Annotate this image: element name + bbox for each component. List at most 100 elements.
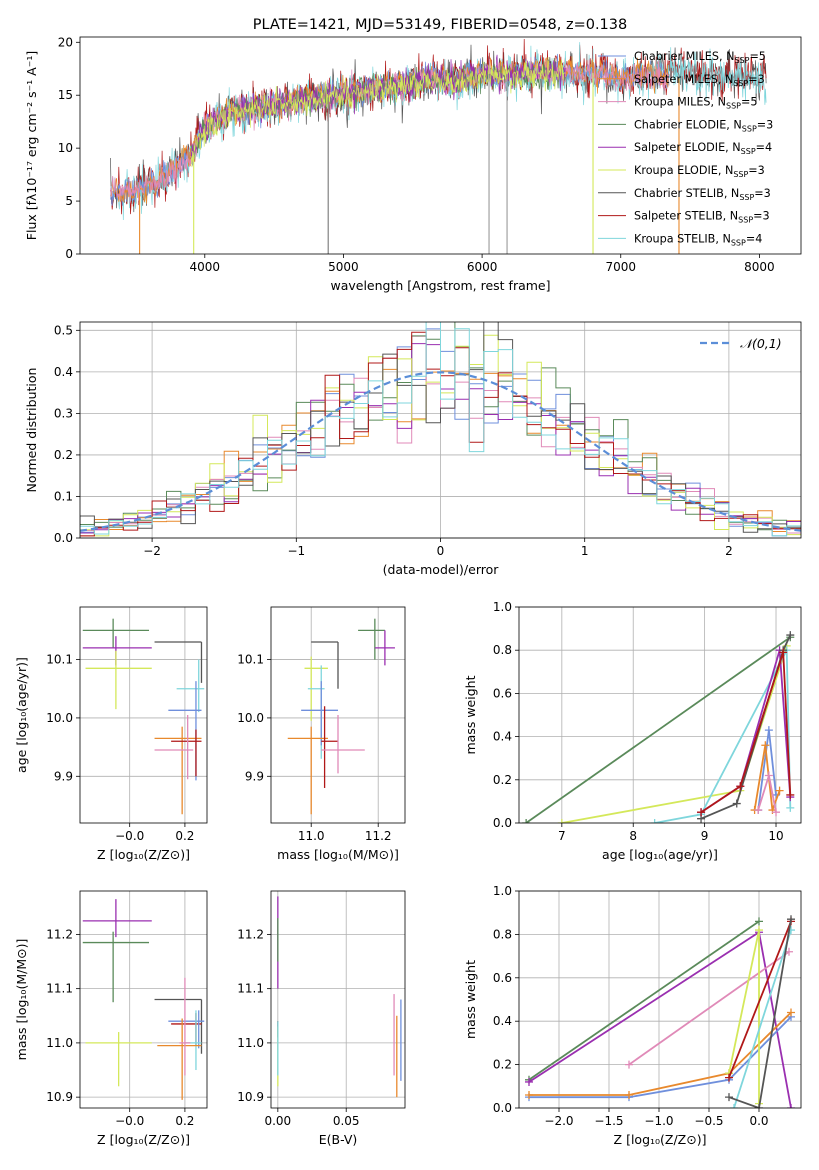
age_vs_Z-xlabel: Z [log₁₀(Z/Z⊙)] <box>97 847 190 862</box>
residuals-xtick-label: 2 <box>725 544 733 558</box>
legend-label: Kroupa STELIB, NSSP=4 <box>634 232 762 247</box>
spectrum-legend: Chabrier MILES, NSSP=5 Salpeter MILES, NS… <box>598 50 773 247</box>
mass_vs_Z-spines <box>79 890 208 1109</box>
weight_vs_age-marker <box>697 808 706 817</box>
residuals-xtick-label: 0 <box>437 544 445 558</box>
weight_vs_age-marker <box>736 782 745 791</box>
weight_vs_age-marker <box>754 806 763 815</box>
weight_vs_Z-series-6 <box>733 929 792 1108</box>
legend-value: =4 <box>746 232 763 245</box>
age_vs_Z-grid <box>80 607 207 823</box>
mass_vs_ebv-ytick-label: 11.1 <box>237 982 264 996</box>
legend-label: Salpeter STELIB, NSSP=3 <box>634 210 770 225</box>
legend-value: =3 <box>754 187 771 200</box>
mass_vs_Z-point <box>154 998 203 1054</box>
mass_vs_ebv-plot <box>277 896 402 1098</box>
weight_vs_Z-plot <box>525 915 795 1108</box>
mass_vs_Z-point <box>82 899 152 938</box>
legend-subscript: SSP <box>734 56 749 65</box>
weight_vs_Z-xtick-label: −0.5 <box>694 1114 723 1128</box>
mass_vs_Z-xlabel: Z [log₁₀(Z/Z⊙)] <box>97 1132 190 1147</box>
legend-value: =3 <box>753 210 770 223</box>
mass_vs_Z-ylabel: mass [log₁₀(M/M⊙)] <box>14 939 29 1061</box>
legend-subscript: SSP <box>738 216 753 225</box>
weight_vs_age-series-2 <box>654 649 792 823</box>
figure-title: PLATE=1421, MJD=53149, FIBERID=0548, z=0… <box>253 17 627 33</box>
residuals-ytick-label: 0.1 <box>54 489 73 503</box>
legend-subscript: SSP <box>731 238 746 247</box>
legend-label: Kroupa ELODIE, NSSP=3 <box>634 164 765 179</box>
legend-subscript: SSP <box>733 170 748 179</box>
mass_vs_ebv-grid <box>271 891 405 1108</box>
spectrum-ytick-label: 10 <box>58 141 73 155</box>
weight_vs_Z-xtick-label: −1.0 <box>644 1114 673 1128</box>
residuals-ytick-label: 0.4 <box>54 365 73 379</box>
age_vs_mass-point <box>307 665 325 759</box>
age_vs_mass-point <box>311 641 339 689</box>
weight_vs_age-ytick-label: 0.2 <box>493 773 512 787</box>
age_vs_Z-frame: −0.0 0.2 9.9 10.0 10.1 Z [log₁₀(Z/Z⊙)] age [lo… <box>14 606 208 862</box>
weight_vs_Z-marker <box>625 1090 633 1099</box>
age_vs_Z-xtick-label: 0.2 <box>175 829 194 843</box>
weight_vs_Z-marker <box>625 1060 633 1069</box>
spectrum-plot <box>110 38 767 254</box>
age_vs_mass-point <box>321 706 338 788</box>
weight_vs_Z-marker <box>525 1077 533 1086</box>
residuals-spines <box>79 321 802 539</box>
mass_vs_Z-xtick-label: 0.2 <box>175 1114 194 1128</box>
weight_vs_Z-ytick-label: 0.8 <box>493 927 512 941</box>
weight_vs_age-ytick-label: 1.0 <box>493 600 512 614</box>
spectrum-series-5 <box>190 56 566 168</box>
weight_vs_Z-ylabel: mass weight <box>463 960 478 1039</box>
age_vs_Z-point <box>154 726 202 815</box>
residuals-ytick-label: 0.0 <box>54 531 73 545</box>
age_vs_mass-ytick-label: 9.9 <box>245 769 264 783</box>
weight_vs_Z-series-2 <box>529 1016 792 1099</box>
legend-subscript: SSP <box>739 193 754 202</box>
weight_vs_Z-marker <box>725 1073 733 1082</box>
weight_vs_age-marker <box>650 819 659 823</box>
weight_vs_age-ytick-label: 0.0 <box>493 816 512 830</box>
weight_vs_age-series-0 <box>525 636 791 823</box>
weight_vs_Z-ytick-label: 0.6 <box>493 971 512 985</box>
mass_vs_Z-ytick-label: 11.0 <box>46 1036 73 1050</box>
age_vs_mass-xtick-label: 11.2 <box>365 829 392 843</box>
residuals-xtick-label: −1 <box>287 544 305 558</box>
age_vs_Z-point <box>82 636 152 666</box>
age_vs_Z-spines <box>79 606 208 824</box>
weight_vs_Z-marker <box>755 926 763 935</box>
age_vs_mass-point <box>287 726 328 815</box>
legend-subscript: SSP <box>742 124 757 133</box>
mass_vs_Z-point <box>85 1032 152 1087</box>
age_vs_mass-point <box>358 618 385 660</box>
legend-value: =5 <box>741 96 758 109</box>
residuals-legend: 𝒩(0,1) <box>700 336 782 351</box>
weight_vs_Z-series-4 <box>628 951 790 1066</box>
mass_vs_Z-ytick-label: 10.9 <box>46 1090 73 1104</box>
age_vs_Z-ytick-label: 10.0 <box>46 711 73 725</box>
mass_vs_Z-axes: −0.0 0.2 10.9 11.0 11.1 11.2 Z [log₁₀(Z/Z⊙)] ma… <box>14 890 208 1147</box>
spectrum-frame: 4000 5000 6000 7000 8000 0 5 10 15 20 wavelength [… <box>24 35 802 293</box>
weight_vs_Z-marker <box>755 1104 763 1108</box>
residuals-xtick-label: 1 <box>581 544 589 558</box>
weight_vs_Z-marker <box>787 1104 795 1108</box>
legend-label: Kroupa MILES, NSSP=5 <box>634 96 757 111</box>
age_vs_Z-axes: −0.0 0.2 9.9 10.0 10.1 Z [log₁₀(Z/Z⊙)] age [lo… <box>14 606 208 862</box>
spectrum-xtick-label: 7000 <box>605 260 636 274</box>
spectrum-xlabel: wavelength [Angstrom, rest frame] <box>330 278 550 293</box>
residuals-frame: −2 −1 0 1 2 0.0 0.1 0.2 0.3 0.4 0.5 (data-model)/er… <box>24 321 802 577</box>
spectrum-ytick-label: 15 <box>58 88 73 102</box>
weight_vs_age-marker <box>732 799 741 808</box>
legend-label: Chabrier ELODIE, NSSP=3 <box>634 118 773 133</box>
mass_vs_ebv-xlabel: E(B-V) <box>319 1132 358 1147</box>
weight_vs_Z-ytick-label: 0.0 <box>493 1101 512 1115</box>
weight_vs_age-ylabel: mass weight <box>463 675 478 754</box>
weight_vs_age-xtick-label: 10 <box>768 829 783 843</box>
histogram-8 <box>80 322 801 538</box>
age_vs_Z-point <box>171 729 202 777</box>
legend-label: Salpeter MILES, NSSP=3 <box>634 73 765 88</box>
weight_vs_age-marker <box>557 819 566 823</box>
legend-subscript: SSP <box>741 147 756 156</box>
weight_vs_Z-series-7 <box>728 921 792 1078</box>
